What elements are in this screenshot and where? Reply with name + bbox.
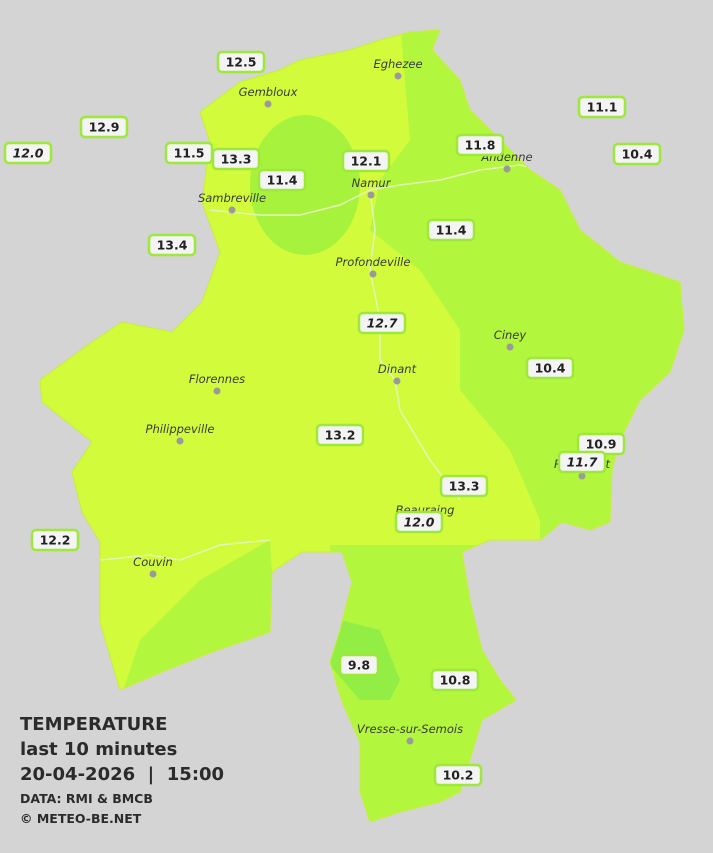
legend-copyright: © METEO-BE.NET xyxy=(20,811,142,826)
legend-datetime: 20-04-2026 | 15:00 xyxy=(20,764,224,785)
station-reading: 10.8 xyxy=(440,673,471,688)
station-reading: 10.4 xyxy=(535,361,566,376)
legend-subtitle: last 10 minutes xyxy=(20,739,177,760)
station-reading: 11.1 xyxy=(587,100,618,115)
station-box xyxy=(612,142,662,166)
city-name: Ciney xyxy=(494,328,527,342)
city-name: Sambreville xyxy=(198,191,266,205)
station-box xyxy=(433,763,483,787)
city-name: Florennes xyxy=(189,372,245,386)
city-dot xyxy=(393,377,401,385)
station-box xyxy=(79,115,129,139)
station-box xyxy=(557,450,607,474)
city-dot xyxy=(228,206,236,214)
legend-source: DATA: RMI & BMCB xyxy=(20,791,153,806)
station-box xyxy=(315,423,365,447)
station-box xyxy=(211,147,261,171)
station-reading: 12.5 xyxy=(226,55,257,70)
station-box xyxy=(525,356,575,380)
city-name: Gembloux xyxy=(239,85,298,99)
station-reading: 12.9 xyxy=(89,120,120,135)
station-reading: 10.2 xyxy=(443,768,474,783)
station-box xyxy=(439,474,489,498)
station-box xyxy=(257,168,307,192)
station-reading: 12.7 xyxy=(367,316,398,331)
station-box xyxy=(216,50,266,74)
city-dot xyxy=(406,737,414,745)
station-box xyxy=(3,141,53,165)
city-name: Couvin xyxy=(133,555,173,569)
city-dot xyxy=(506,343,514,351)
city-dot xyxy=(149,570,157,578)
station-reading: 13.4 xyxy=(157,238,188,253)
city-dot xyxy=(213,387,221,395)
city-name: Namur xyxy=(352,176,392,190)
station-box xyxy=(338,653,380,677)
station-reading: 11.5 xyxy=(174,146,205,161)
station-reading: 13.3 xyxy=(449,479,480,494)
station-reading: 10.9 xyxy=(586,437,617,452)
station-box xyxy=(30,528,80,552)
station-box xyxy=(577,95,627,119)
station-reading: 12.1 xyxy=(351,154,382,169)
station-box xyxy=(455,133,505,157)
station-reading: 12.0 xyxy=(404,515,435,530)
station-box xyxy=(430,668,480,692)
station-reading: 11.4 xyxy=(436,223,467,238)
station-box xyxy=(426,218,476,242)
station-reading: 11.7 xyxy=(567,455,598,470)
legend-title: TEMPERATURE xyxy=(20,714,167,735)
station-reading: 10.4 xyxy=(622,147,653,162)
station-box xyxy=(341,149,391,173)
station-reading: 11.8 xyxy=(465,138,496,153)
city-dot xyxy=(578,472,586,480)
city-dot xyxy=(367,191,375,199)
station-reading: 13.3 xyxy=(221,152,252,167)
station-reading: 11.4 xyxy=(267,173,298,188)
city-name: Vresse-sur-Semois xyxy=(357,722,463,736)
station-reading: 12.2 xyxy=(40,533,71,548)
legend: TEMPERATURE last 10 minutes 20-04-2026 |… xyxy=(20,714,224,826)
city-dot xyxy=(394,72,402,80)
station-reading: 9.8 xyxy=(348,658,370,673)
city-dot xyxy=(369,270,377,278)
station-reading: 12.0 xyxy=(13,146,44,161)
city-name: Philippeville xyxy=(146,422,215,436)
city-dot xyxy=(176,437,184,445)
station-box xyxy=(357,311,407,335)
city-name: Profondeville xyxy=(336,255,411,269)
station-box xyxy=(394,510,444,534)
station-reading: 13.2 xyxy=(325,428,356,443)
city-dot xyxy=(503,165,511,173)
province-border xyxy=(39,29,685,823)
city-name: Dinant xyxy=(378,362,417,376)
city-dot xyxy=(264,100,272,108)
city-name: Eghezee xyxy=(373,57,422,71)
station-box xyxy=(147,233,197,257)
